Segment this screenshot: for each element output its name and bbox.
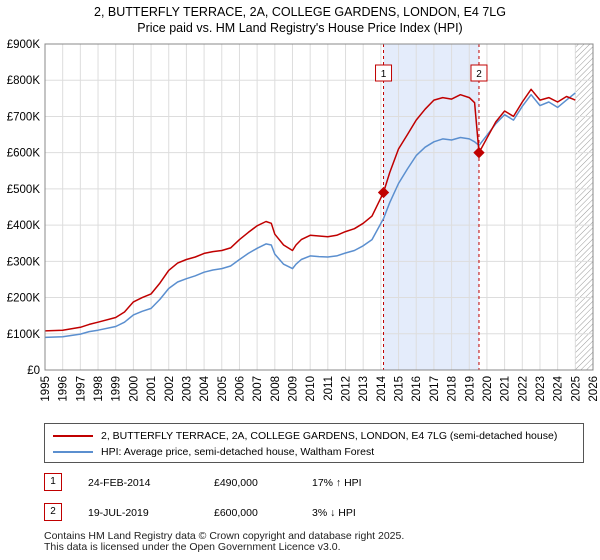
x-tick-label: 1995 bbox=[40, 376, 52, 402]
x-tick-label: 2020 bbox=[482, 376, 494, 402]
y-tick-label: £0 bbox=[27, 365, 40, 377]
x-tick-label: 2023 bbox=[535, 376, 547, 402]
legend-swatch-hpi bbox=[53, 451, 93, 453]
x-tick-label: 2019 bbox=[464, 376, 476, 402]
legend: 2, BUTTERFLY TERRACE, 2A, COLLEGE GARDEN… bbox=[44, 423, 584, 463]
x-tick-label: 2008 bbox=[270, 376, 282, 402]
x-tick-label: 2000 bbox=[128, 376, 140, 402]
legend-swatch-property bbox=[53, 435, 93, 437]
y-tick-label: £900K bbox=[7, 39, 41, 51]
chart-subtitle: Price paid vs. HM Land Registry's House … bbox=[137, 21, 463, 35]
x-tick-label: 2007 bbox=[252, 376, 264, 402]
x-tick-label: 2012 bbox=[341, 376, 353, 402]
x-tick-label: 2006 bbox=[234, 376, 246, 402]
property-line bbox=[44, 88, 576, 332]
transaction-price: £600,000 bbox=[214, 507, 258, 519]
x-tick-label: 2004 bbox=[199, 375, 211, 401]
x-tick-label: 2024 bbox=[553, 375, 565, 401]
x-tick-label: 2017 bbox=[429, 376, 441, 402]
sale-label: 2 bbox=[476, 69, 482, 80]
transaction-date: 19-JUL-2019 bbox=[88, 507, 149, 519]
transaction-row: 2 19-JUL-2019 £600,000 3% ↓ HPI bbox=[44, 503, 584, 522]
transaction-badge: 2 bbox=[44, 503, 62, 521]
x-tick-label: 2021 bbox=[500, 376, 512, 402]
sale-label-box bbox=[470, 64, 488, 82]
sale-point bbox=[377, 186, 390, 199]
hpi-line bbox=[44, 92, 576, 339]
y-tick-label: £400K bbox=[7, 220, 41, 232]
sale-label-box bbox=[375, 64, 393, 82]
y-tick-label: £300K bbox=[7, 256, 41, 268]
x-tick-label: 1999 bbox=[111, 376, 123, 402]
x-tick-label: 2025 bbox=[570, 376, 582, 402]
x-tick-label: 1998 bbox=[93, 376, 105, 402]
legend-label-hpi: HPI: Average price, semi-detached house,… bbox=[101, 446, 375, 458]
x-tick-label: 1997 bbox=[75, 376, 87, 402]
footer: Contains HM Land Registry data © Crown c… bbox=[44, 531, 404, 553]
future-hatch bbox=[575, 44, 593, 370]
x-tick-label: 2001 bbox=[146, 376, 158, 402]
y-tick-label: £700K bbox=[7, 111, 41, 123]
price-chart: £0 £100K £200K £300K £400K £500K £600K £700K £80… bbox=[7, 39, 600, 402]
x-tick-label: 2015 bbox=[394, 376, 406, 402]
transaction-price: £490,000 bbox=[214, 477, 258, 489]
x-tick-label: 2003 bbox=[181, 376, 193, 402]
x-tick-label: 2010 bbox=[305, 376, 317, 402]
sale-label: 1 bbox=[381, 69, 387, 80]
transaction-row: 1 24-FEB-2014 £490,000 17% ↑ HPI bbox=[44, 473, 584, 492]
y-tick-label: £800K bbox=[7, 75, 41, 87]
x-tick-label: 2002 bbox=[164, 376, 176, 402]
y-tick-label: £600K bbox=[7, 148, 41, 160]
legend-label-property: 2, BUTTERFLY TERRACE, 2A, COLLEGE GARDEN… bbox=[101, 430, 558, 442]
x-tick-label: 2026 bbox=[588, 376, 600, 402]
transaction-hpi-diff: 3% ↓ HPI bbox=[312, 507, 356, 519]
footer-copyright: Contains HM Land Registry data © Crown c… bbox=[44, 530, 405, 542]
sale-point bbox=[473, 147, 485, 159]
x-tick-label: 2016 bbox=[411, 376, 423, 402]
x-tick-label: 2005 bbox=[217, 376, 229, 402]
ownership-shade bbox=[383, 44, 479, 370]
x-tick-label: 2018 bbox=[447, 376, 459, 402]
y-tick-label: £100K bbox=[7, 329, 41, 341]
plot-frame bbox=[44, 43, 594, 371]
transaction-badge: 1 bbox=[44, 473, 62, 491]
transaction-date: 24-FEB-2014 bbox=[88, 477, 151, 489]
x-tick-label: 1996 bbox=[58, 376, 70, 402]
y-tick-label: £200K bbox=[7, 293, 41, 305]
x-tick-label: 2009 bbox=[288, 376, 300, 402]
x-tick-label: 2014 bbox=[376, 375, 388, 401]
x-tick-label: 2022 bbox=[517, 376, 529, 402]
footer-licence: This data is licensed under the Open Gov… bbox=[44, 541, 341, 553]
y-tick-label: £500K bbox=[7, 184, 41, 196]
chart-title: 2, BUTTERFLY TERRACE, 2A, COLLEGE GARDEN… bbox=[94, 5, 506, 19]
transaction-hpi-diff: 17% ↑ HPI bbox=[312, 477, 362, 489]
x-tick-label: 2013 bbox=[358, 376, 370, 402]
x-tick-label: 2011 bbox=[323, 376, 335, 401]
plot-area bbox=[45, 44, 593, 370]
